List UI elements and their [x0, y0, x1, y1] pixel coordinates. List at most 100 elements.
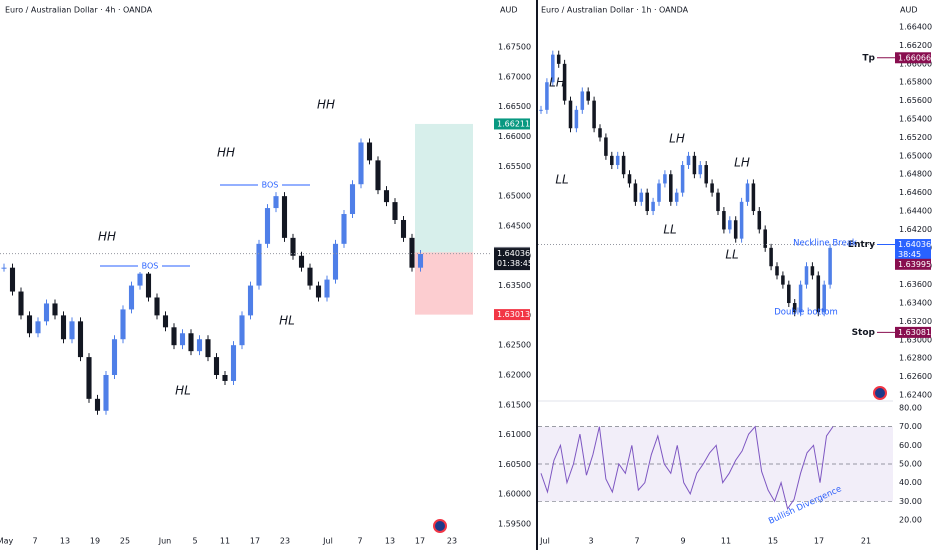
candle [680, 165, 685, 193]
candle [610, 155, 614, 166]
currency: AUD [500, 6, 518, 15]
x-tick-label: 17 [415, 537, 425, 546]
price-label: 1.64036 [497, 249, 530, 258]
y-tick-label: 1.67500 [498, 43, 531, 52]
annotation: LL [663, 223, 676, 237]
y-tick-label: 1.65000 [899, 151, 932, 160]
annotation: HH [317, 98, 335, 112]
candle [539, 109, 543, 111]
candle [188, 333, 194, 352]
candle [728, 220, 732, 230]
candle [674, 192, 679, 202]
level-name: Tp [862, 53, 875, 63]
rsi-tick-label: 60.00 [899, 441, 922, 450]
price-label: 1.64036 [898, 240, 931, 249]
candle [120, 309, 126, 340]
x-tick-label: Jul [322, 537, 333, 546]
rsi-tick-label: 40.00 [899, 478, 922, 487]
x-tick-label: 17 [814, 537, 824, 546]
price-label-box [494, 118, 530, 130]
annotation: BOS [142, 262, 159, 271]
candle [639, 192, 644, 202]
x-tick-label: 5 [192, 537, 197, 546]
y-tick-label: 1.66200 [899, 41, 932, 50]
candle [154, 297, 160, 316]
candle [264, 208, 271, 244]
candle [698, 165, 703, 175]
annotation: LH [669, 132, 685, 146]
y-tick-label: 1.65600 [899, 96, 932, 105]
candle [663, 174, 667, 184]
price-label-box [494, 309, 530, 321]
candle [604, 137, 608, 156]
candle [18, 291, 24, 316]
y-tick-label: 1.63600 [899, 280, 932, 289]
x-tick-label: 17 [250, 537, 260, 546]
candle [400, 219, 407, 238]
candle [162, 315, 169, 328]
candle [733, 220, 738, 239]
candle [657, 183, 661, 202]
rsi-tick-label: 80.00 [899, 403, 922, 412]
candle [409, 237, 415, 268]
candle [35, 321, 41, 334]
candle [816, 275, 821, 313]
y-tick-label: 1.63500 [498, 281, 531, 290]
price-label: 1.63013 [497, 310, 530, 319]
candle [669, 174, 673, 202]
candle [196, 339, 203, 352]
rsi-tick-label: 70.00 [899, 422, 922, 431]
x-tick-label: 25 [120, 537, 130, 546]
candle [247, 285, 254, 316]
annotation: LL [725, 248, 738, 262]
bos-bg [258, 179, 282, 191]
level-name: Entry [848, 240, 875, 250]
y-tick-label: 1.63400 [899, 299, 932, 308]
candle [651, 201, 655, 212]
y-tick-label: 1.64500 [498, 221, 531, 230]
x-tick-label: 9 [680, 537, 685, 546]
y-tick-label: 1.65400 [899, 115, 932, 124]
candle [574, 109, 579, 129]
y-tick-label: 1.64200 [899, 225, 932, 234]
rsi-tick-label: 50.00 [899, 459, 922, 468]
candle [52, 303, 58, 316]
candle [205, 339, 211, 358]
y-tick-label: 1.64600 [899, 188, 932, 197]
y-tick-label: 1.62400 [899, 391, 932, 400]
x-tick-label: 21 [861, 537, 871, 546]
candle [417, 253, 424, 268]
candle [757, 211, 762, 230]
price-label-box [895, 258, 931, 270]
level-name: Stop [852, 328, 876, 338]
x-tick-label: 13 [385, 537, 395, 546]
candle [822, 284, 826, 313]
candle [230, 345, 237, 381]
y-tick-label: 1.67000 [498, 72, 531, 81]
x-tick-label: 3 [588, 537, 593, 546]
candle [751, 183, 756, 212]
candle [128, 285, 135, 310]
y-tick-label: 1.64400 [899, 207, 932, 216]
rsi-line [540, 425, 834, 510]
candle [722, 211, 726, 230]
candle [598, 128, 602, 138]
candle [43, 303, 50, 322]
candle [60, 315, 67, 340]
candle [828, 247, 832, 285]
annotation: LL [555, 173, 568, 187]
y-tick-label: 1.59500 [498, 520, 531, 529]
candle [392, 202, 398, 220]
candle [1, 267, 7, 269]
candle [307, 267, 313, 286]
x-tick-label: 23 [447, 537, 457, 546]
candle [171, 327, 177, 346]
annotation: LH [734, 156, 750, 170]
y-tick-label: 1.61000 [498, 430, 531, 439]
candle [324, 279, 330, 298]
candle [633, 183, 638, 202]
candle [568, 100, 573, 129]
x-tick-label: 19 [90, 537, 100, 546]
